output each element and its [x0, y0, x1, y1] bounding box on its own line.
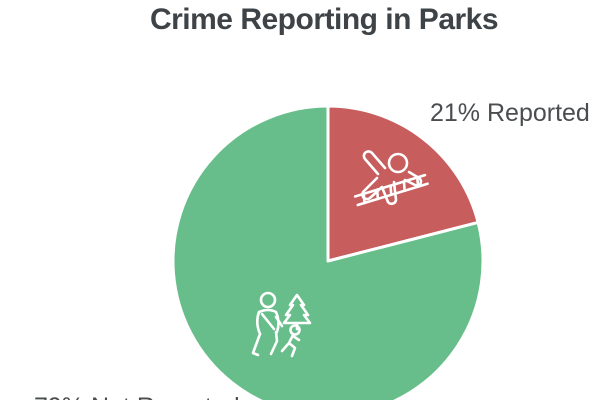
slice-label-reported: 21% Reported [430, 99, 590, 127]
crime-scene-head [387, 152, 409, 174]
chart-title: Crime Reporting in Parks [149, 3, 499, 36]
park-adult-head [259, 291, 277, 309]
crime-scene-tape [353, 173, 429, 207]
crime-scene-raised-arm [362, 150, 387, 176]
pie-slice-not-reported [171, 104, 485, 400]
park-visitors-icon [251, 291, 312, 358]
park-adult-arm [274, 315, 284, 328]
park-child-body [280, 333, 301, 358]
park-child-head [289, 324, 301, 336]
slice-label-not-reported: 79% Not Reported [34, 393, 240, 400]
park-adult-torso [255, 308, 280, 336]
crime-scene-icon [353, 150, 429, 207]
park-adult-legs [251, 330, 279, 357]
